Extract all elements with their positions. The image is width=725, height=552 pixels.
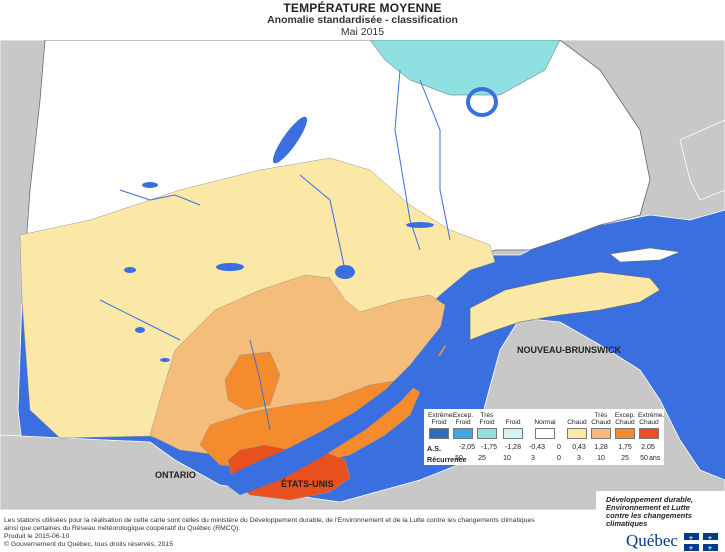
rivers xyxy=(99,69,451,431)
quebec-government-logo: Développement durable, Environnement et … xyxy=(596,491,725,552)
quebec-temperature-map xyxy=(0,40,725,510)
legend-rec-value-5: 0 xyxy=(557,455,561,462)
map-header: TEMPÉRATURE MOYENNE Anomalie standardisé… xyxy=(0,0,725,40)
lake-mistassini xyxy=(272,116,308,164)
legend-recurrence-label: Récurrence xyxy=(427,455,467,464)
gaspesie-peninsula xyxy=(469,271,661,341)
anticosti-island xyxy=(609,247,682,263)
zone-excep-chaud-center xyxy=(224,351,281,411)
lake-small-2 xyxy=(135,327,145,333)
footer-note-line1: Les stations utilisées pour la réalisati… xyxy=(4,517,535,524)
svg-text:⚜: ⚜ xyxy=(688,545,693,551)
footer-notes: Les stations utilisées pour la réalisati… xyxy=(4,517,589,549)
legend: Extrême. Froid Excep. Froid Très Froid Froi… xyxy=(424,409,664,465)
legend-swatch-8 xyxy=(615,428,635,439)
map-date: Mai 2015 xyxy=(340,26,385,38)
legend-swatch-5 xyxy=(535,428,555,439)
legend-rec-value-1: 50 xyxy=(455,455,463,462)
legend-swatch-3 xyxy=(477,428,497,439)
legend-swatch-9 xyxy=(639,428,659,439)
legend-class-2-label: Excep. Froid xyxy=(452,412,474,426)
lake-saint-jean xyxy=(335,265,355,279)
legend-as-value-3: -1,28 xyxy=(505,444,521,451)
legend-class-3-label: Très Froid xyxy=(479,412,495,426)
reservoir-caniapiscau xyxy=(142,182,158,188)
legend-as-value-8: 1,75 xyxy=(618,444,632,451)
legend-class-5-label: Normal xyxy=(534,419,556,426)
legend-class-1-label: Extrême. Froid xyxy=(428,412,455,426)
legend-rec-value-4: 3 xyxy=(531,455,535,462)
lake-small-1 xyxy=(124,267,136,273)
legend-as-value-4: -0,43 xyxy=(529,444,545,451)
lakes xyxy=(124,87,498,362)
footer-note-line2: ainsi que certaines du Réseau météorolog… xyxy=(4,525,241,532)
quebec-wordmark: Québec xyxy=(626,531,678,550)
footer-produced: Produit le 2015-06-10 xyxy=(4,533,70,540)
legend-class-9-label: Extrême. Chaud xyxy=(638,412,665,426)
legend-swatch-2 xyxy=(453,428,473,439)
legend-as-value-7: 1,28 xyxy=(594,444,608,451)
legend-class-8-label: Excep. Chaud xyxy=(614,412,636,426)
legend-as-label: A.S. xyxy=(427,444,441,453)
land-newfoundland xyxy=(679,119,725,201)
label-ontario: ONTARIO xyxy=(155,470,196,480)
legend-swatch-6 xyxy=(567,428,587,439)
legend-as-value-1: -2,05 xyxy=(459,444,475,451)
legend-class-6-label: Chaud xyxy=(567,419,587,426)
legend-rec-value-2: 25 xyxy=(478,455,486,462)
legend-rec-value-8: 25 xyxy=(621,455,629,462)
legend-rec-value-3: 10 xyxy=(503,455,511,462)
legend-as-value-2: -1,75 xyxy=(481,444,497,451)
footer-copyright: © Gouvernement du Québec, tous droits ré… xyxy=(4,541,173,548)
fleur-de-lis-flag-icon: ⚜ ⚜ ⚜ ⚜ xyxy=(684,533,718,551)
legend-rec-value-7: 10 xyxy=(597,455,605,462)
legend-rec-value-6: 3 xyxy=(577,455,581,462)
legend-class-7-label: Très Chaud xyxy=(591,412,611,426)
svg-text:⚜: ⚜ xyxy=(707,535,712,542)
legend-rec-unit: ans xyxy=(649,455,661,462)
legend-as-value-6: 0,43 xyxy=(572,444,586,451)
legend-as-value-9: 2,05 xyxy=(641,444,655,451)
lake-manicouagan xyxy=(466,87,498,117)
reservoir-north xyxy=(406,222,434,228)
svg-text:⚜: ⚜ xyxy=(688,535,693,542)
zone-tres-froid xyxy=(369,40,561,96)
legend-as-value-5: 0 xyxy=(557,444,561,451)
st-lawrence-river xyxy=(220,230,725,495)
map-title: TEMPÉRATURE MOYENNE xyxy=(283,1,442,15)
label-etats-unis: ÉTATS-UNIS xyxy=(281,479,334,489)
legend-rec-value-9: 50 xyxy=(640,455,648,462)
lake-small-3 xyxy=(160,358,170,362)
legend-swatch-7 xyxy=(591,428,611,439)
legend-swatch-4 xyxy=(503,428,523,439)
lake-gouin xyxy=(216,263,244,271)
legend-swatch-1 xyxy=(429,428,449,439)
map-subtitle: Anomalie standardisée - classification xyxy=(267,14,458,26)
svg-text:⚜: ⚜ xyxy=(707,545,712,551)
legend-class-4-label: Froid xyxy=(505,419,521,426)
ministry-name: Développement durable, Environnement et … xyxy=(606,495,694,528)
label-nouveau-brunswick: NOUVEAU-BRUNSWICK xyxy=(517,345,621,355)
